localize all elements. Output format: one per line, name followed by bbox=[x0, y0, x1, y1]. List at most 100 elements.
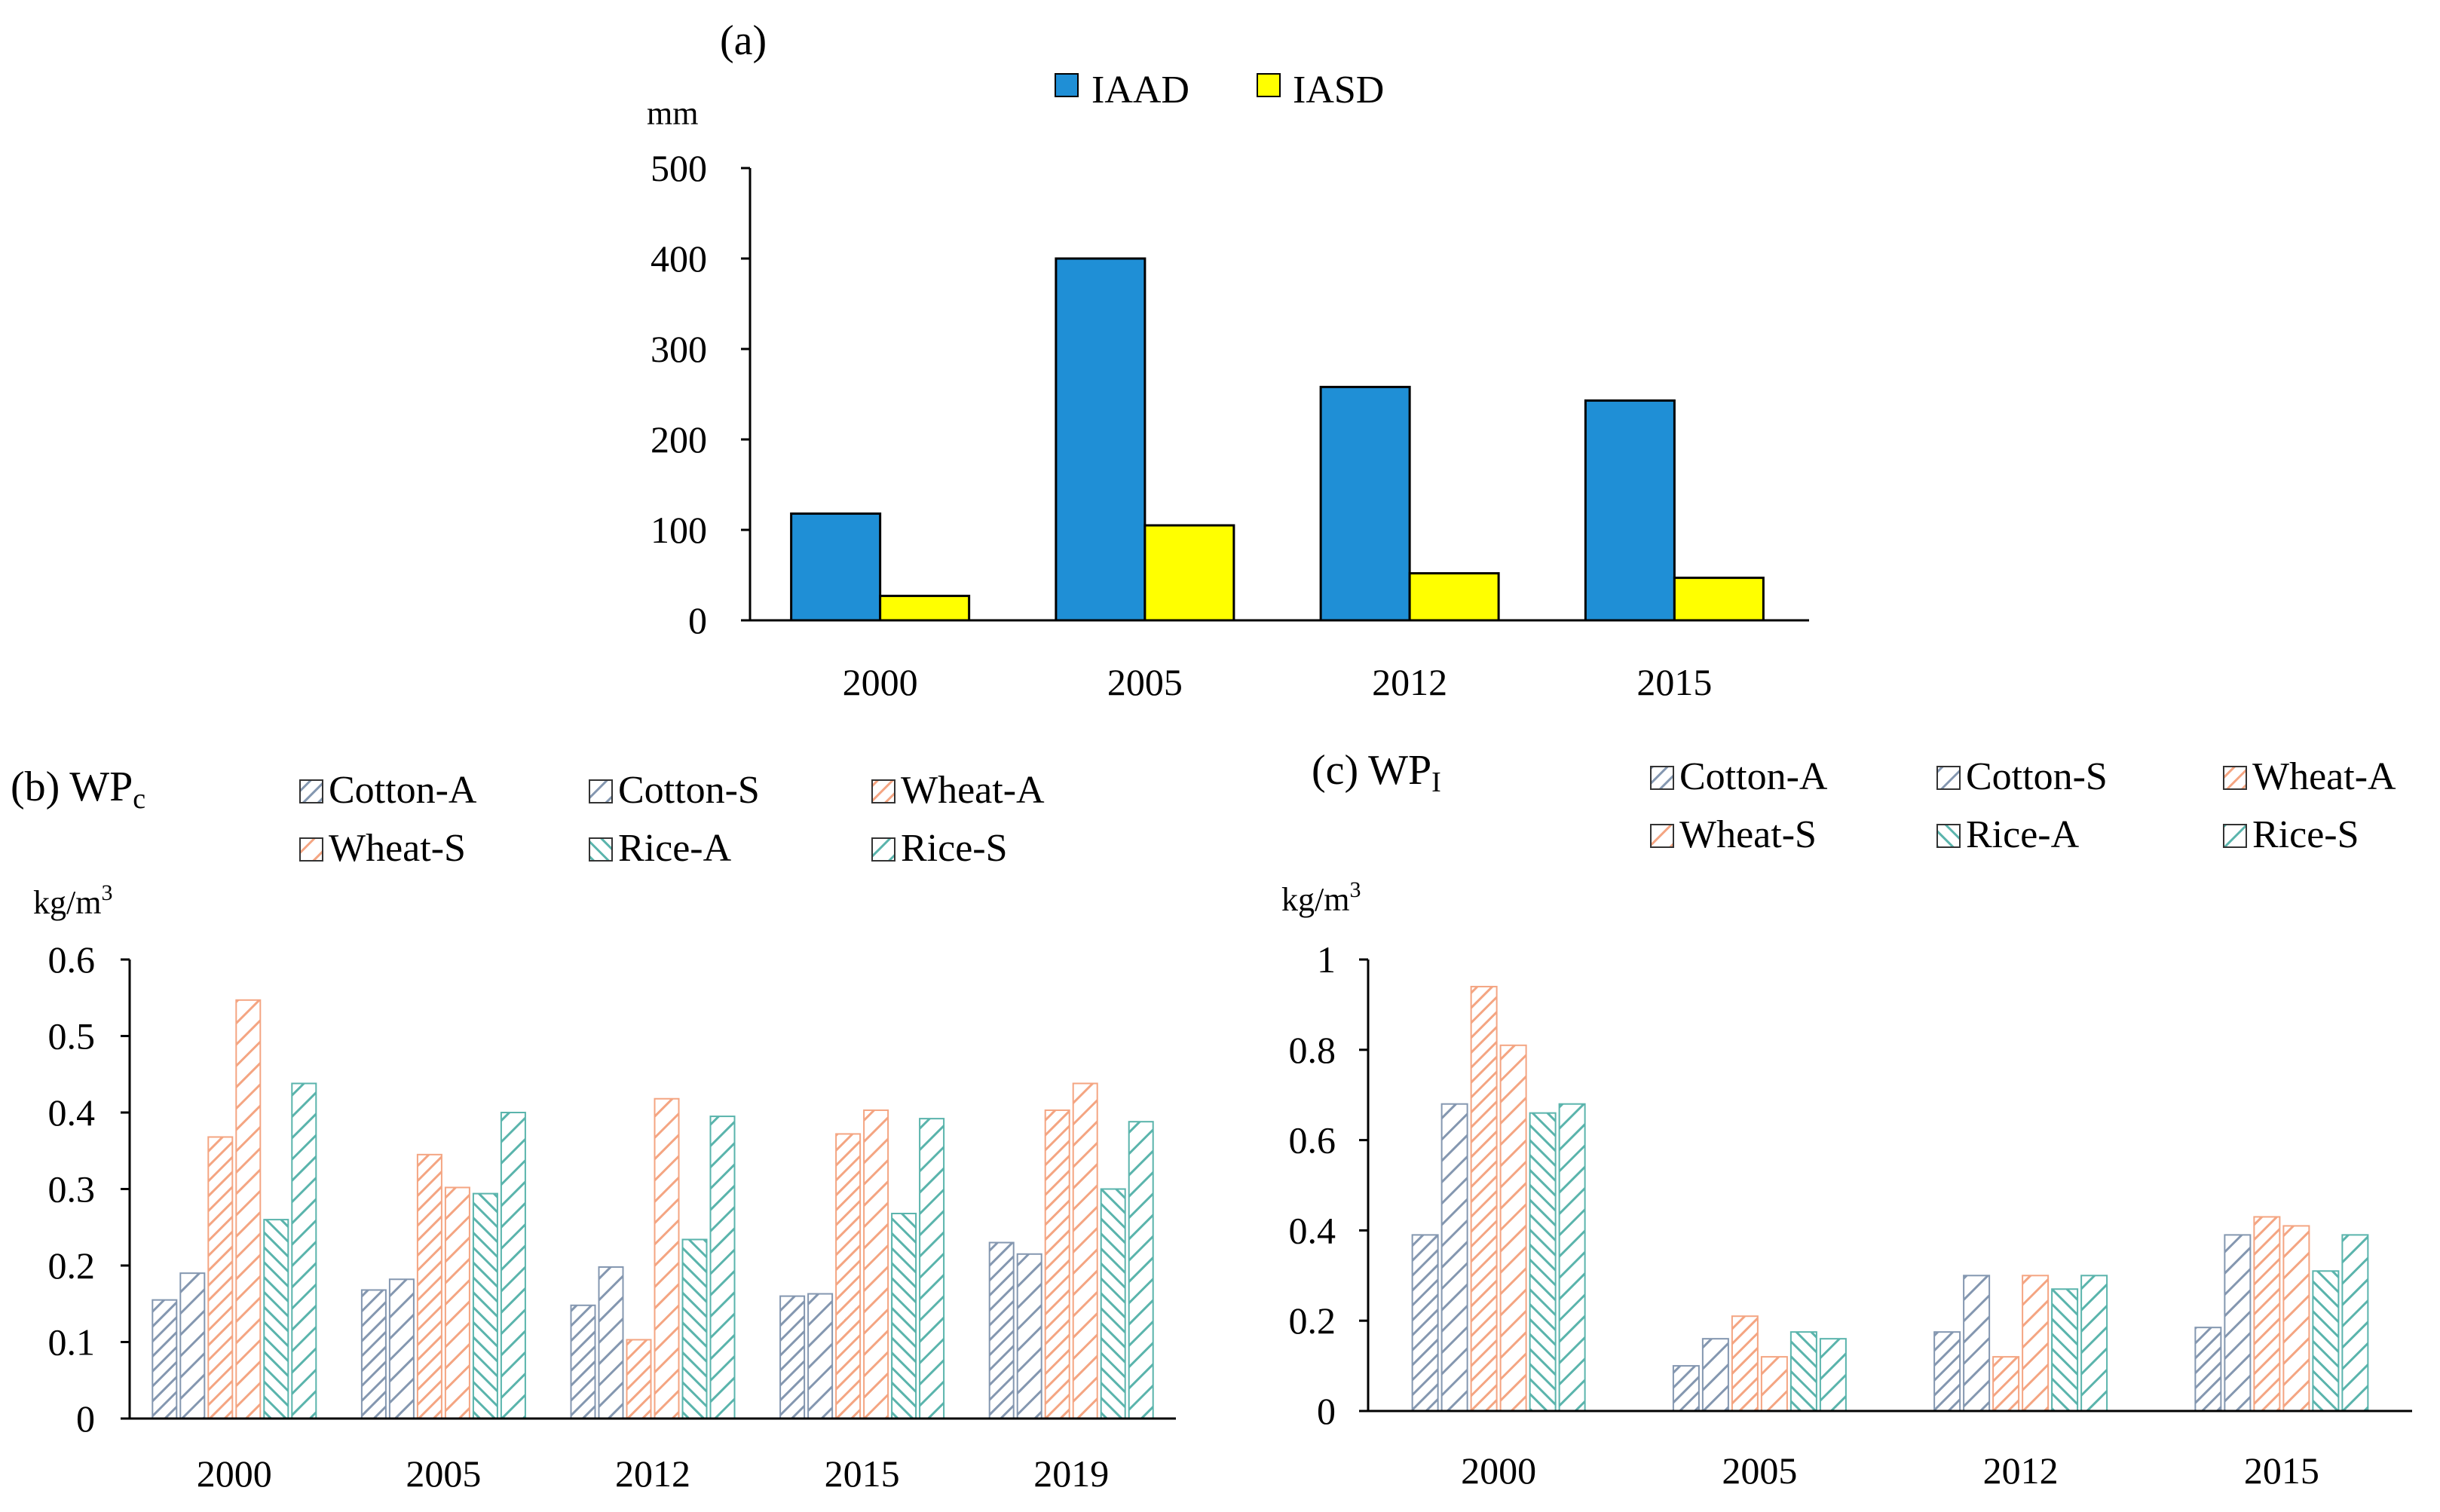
bar-iasd-2005 bbox=[1143, 524, 1235, 622]
panel-c-title-sub: I bbox=[1431, 767, 1441, 798]
panel-c-y-ticks: 0 0.2 0.4 0.6 0.8 1 bbox=[1289, 938, 1368, 1432]
bar-cotton-s-2005 bbox=[1701, 1338, 1729, 1413]
x-tick-label-2012: 2012 bbox=[1983, 1449, 2059, 1492]
panel-a-title: (a) bbox=[720, 17, 767, 64]
x-tick-label-2005: 2005 bbox=[1722, 1449, 1797, 1492]
bar-rice-a-2000 bbox=[1529, 1112, 1557, 1413]
x-tick-label-2015: 2015 bbox=[1636, 661, 1712, 703]
bar-rice-a-2015 bbox=[2312, 1270, 2340, 1413]
y-tick-label: 0.2 bbox=[48, 1244, 96, 1287]
bar-cotton-a-2015 bbox=[2194, 1327, 2222, 1413]
panel-a-legend: IAAD IASD bbox=[1055, 69, 1384, 112]
panel-b-x-ticks: 2000 2005 2012 2015 2019 bbox=[197, 1452, 1109, 1495]
y-tick-label: 0.5 bbox=[48, 1015, 96, 1057]
panel-b: (b) WPc kg/m3 Cotton-A Cotton-S Wheat-A Whe… bbox=[11, 764, 1176, 1495]
panel-c-unit-main: kg/m bbox=[1281, 881, 1349, 918]
panel-c: (c) WPI kg/m3 Cotton-A Cotton-S Wheat-A Whe… bbox=[1281, 747, 2412, 1492]
panel-c-title: (c) WPI bbox=[1312, 747, 1441, 798]
panel-b-y-ticks: 0 0.1 0.2 0.3 0.4 0.5 0.6 bbox=[48, 938, 130, 1440]
bar-cotton-s-2005 bbox=[388, 1278, 415, 1420]
legend-swatch-cotton-s bbox=[1936, 766, 1961, 790]
legend-label-wheat-a: Wheat-A bbox=[2252, 755, 2396, 798]
bar-rice-a-2012 bbox=[681, 1238, 708, 1419]
panel-c-bars bbox=[1411, 985, 2369, 1413]
bar-rice-a-2019 bbox=[1100, 1188, 1126, 1419]
x-tick-label-2000: 2000 bbox=[197, 1452, 272, 1495]
legend-label-cotton-s: Cotton-S bbox=[1966, 755, 2108, 798]
bar-rice-s-2015 bbox=[2341, 1234, 2369, 1413]
legend-label-wheat-s: Wheat-S bbox=[329, 827, 466, 870]
bar-rice-a-2000 bbox=[263, 1219, 289, 1419]
bar-iaad-2012 bbox=[1319, 385, 1411, 622]
y-tick-label: 0 bbox=[1317, 1390, 1336, 1432]
legend-swatch-rice-a bbox=[1936, 824, 1961, 848]
y-tick-label: 0.4 bbox=[48, 1091, 96, 1134]
bar-cotton-s-2019 bbox=[1016, 1253, 1042, 1420]
panel-b-unit-main: kg/m bbox=[33, 884, 101, 921]
bar-iaad-2005 bbox=[1055, 257, 1147, 622]
bar-rice-s-2000 bbox=[291, 1082, 317, 1420]
y-tick-label: 100 bbox=[651, 509, 707, 551]
bar-wheat-s-2015 bbox=[2282, 1225, 2310, 1413]
bar-wheat-s-2012 bbox=[2022, 1275, 2050, 1413]
legend-label-cotton-a: Cotton-A bbox=[1679, 755, 1828, 798]
legend-swatch-rice-a bbox=[589, 837, 613, 862]
bar-wheat-s-2005 bbox=[444, 1186, 470, 1419]
legend-label-wheat-a: Wheat-A bbox=[901, 769, 1045, 812]
legend-label-rice-a: Rice-A bbox=[618, 827, 732, 870]
panel-c-unit: kg/m3 bbox=[1281, 877, 1361, 918]
y-tick-label: 0 bbox=[688, 599, 707, 641]
x-tick-label-2000: 2000 bbox=[843, 661, 918, 703]
y-tick-label: 0.4 bbox=[1289, 1209, 1336, 1251]
bar-cotton-s-2012 bbox=[1963, 1275, 1991, 1413]
bar-rice-s-2005 bbox=[500, 1112, 526, 1419]
y-tick-label: 0.8 bbox=[1289, 1029, 1336, 1071]
bar-rice-a-2015 bbox=[891, 1212, 917, 1419]
panel-c-title-main: (c) WP bbox=[1312, 747, 1431, 794]
legend-label-cotton-s: Cotton-S bbox=[618, 769, 760, 812]
legend-swatch-wheat-a bbox=[2223, 766, 2247, 790]
bar-cotton-a-2005 bbox=[1672, 1365, 1700, 1412]
bar-cotton-a-2005 bbox=[360, 1289, 387, 1419]
x-tick-label-2005: 2005 bbox=[1107, 661, 1183, 703]
x-tick-label-2012: 2012 bbox=[615, 1452, 690, 1495]
y-tick-label: 500 bbox=[651, 147, 707, 189]
bar-cotton-a-2000 bbox=[1411, 1234, 1439, 1413]
bar-cotton-s-2015 bbox=[807, 1293, 834, 1420]
bar-cotton-s-2012 bbox=[598, 1266, 624, 1420]
bar-wheat-s-2019 bbox=[1072, 1082, 1098, 1420]
y-tick-label: 200 bbox=[651, 418, 707, 461]
bar-iaad-2015 bbox=[1584, 399, 1676, 622]
legend-swatch-wheat-s bbox=[299, 837, 323, 862]
panel-b-unit: kg/m3 bbox=[33, 880, 112, 921]
bar-cotton-a-2019 bbox=[988, 1241, 1015, 1420]
panel-b-bars bbox=[152, 999, 1154, 1420]
y-tick-label: 400 bbox=[651, 237, 707, 280]
bar-wheat-a-2005 bbox=[1731, 1315, 1759, 1412]
bar-wheat-a-2012 bbox=[626, 1339, 652, 1419]
bar-iaad-2000 bbox=[790, 512, 882, 622]
panel-a-unit: mm bbox=[647, 95, 698, 132]
y-tick-label: 0 bbox=[76, 1397, 95, 1440]
bar-rice-s-2005 bbox=[1819, 1338, 1847, 1413]
legend-label-wheat-s: Wheat-S bbox=[1679, 813, 1817, 856]
legend-label-cotton-a: Cotton-A bbox=[329, 769, 477, 812]
bar-cotton-a-2000 bbox=[152, 1299, 178, 1420]
panel-b-legend: Cotton-A Cotton-S Wheat-A Wheat-S Rice-A Rice… bbox=[299, 769, 1045, 870]
bar-wheat-a-2015 bbox=[835, 1133, 862, 1420]
panel-b-unit-sup: 3 bbox=[101, 880, 112, 905]
panel-a-bars bbox=[790, 257, 1765, 622]
panel-c-legend: Cotton-A Cotton-S Wheat-A Wheat-S Rice-A Rice… bbox=[1650, 755, 2396, 856]
y-tick-label: 0.1 bbox=[48, 1321, 96, 1364]
legend-label-rice-a: Rice-A bbox=[1966, 813, 2080, 856]
legend-swatch-rice-s bbox=[871, 837, 895, 862]
bar-rice-s-2019 bbox=[1128, 1121, 1154, 1420]
y-tick-label: 1 bbox=[1317, 938, 1336, 981]
bar-rice-s-2000 bbox=[1558, 1103, 1586, 1413]
bar-cotton-s-2015 bbox=[2224, 1234, 2252, 1413]
legend-label-rice-s: Rice-S bbox=[2252, 813, 2359, 856]
bar-wheat-a-2012 bbox=[1992, 1356, 2020, 1412]
panel-b-title-sub: c bbox=[133, 783, 145, 815]
y-tick-label: 0.6 bbox=[48, 938, 96, 981]
